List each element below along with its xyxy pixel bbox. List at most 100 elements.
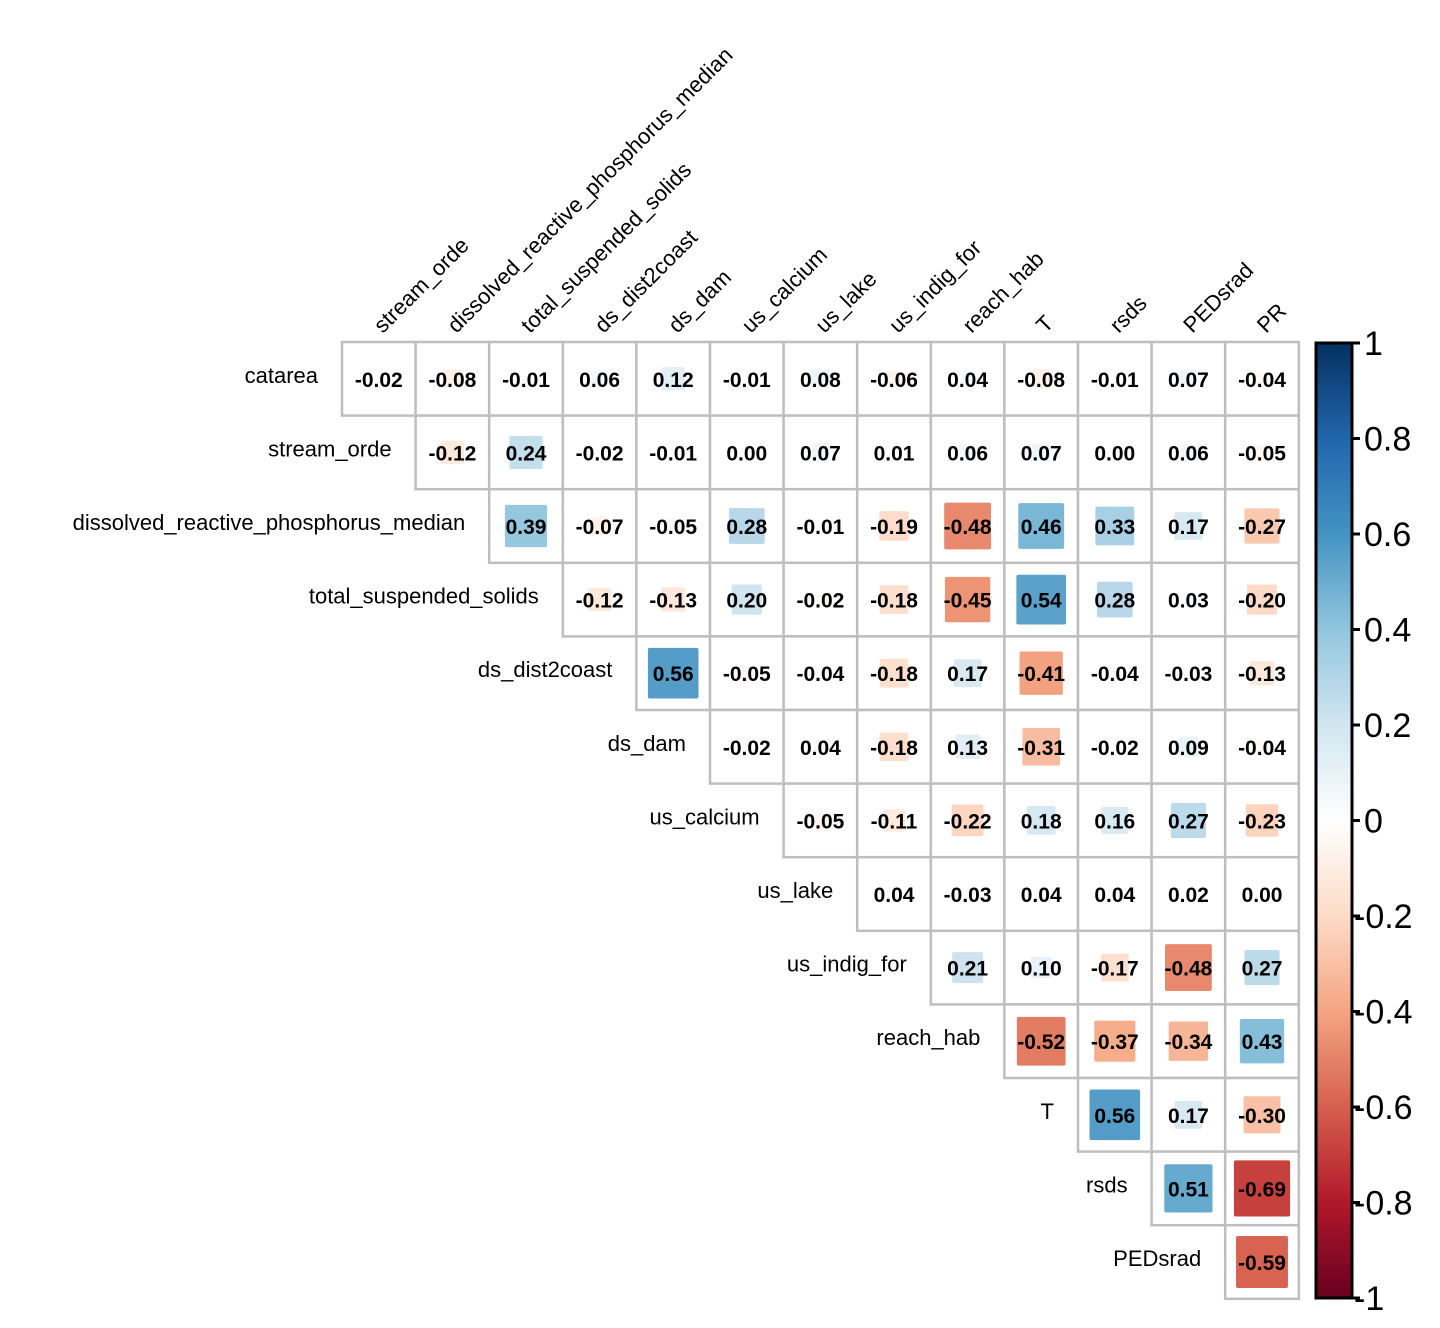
- matrix-cell: 0.06: [561, 340, 638, 417]
- colorbar-tick-label: 0: [1364, 803, 1383, 841]
- matrix-cell: -0.01: [708, 340, 785, 417]
- cell-value: 0.03: [1168, 590, 1209, 613]
- matrix-cell: -0.18: [855, 708, 933, 785]
- matrix-cell: -0.02: [708, 708, 785, 785]
- cell-value: 0.27: [1168, 810, 1209, 833]
- cell-square: [1096, 581, 1133, 618]
- row-label: stream_orde: [268, 436, 392, 461]
- matrix-cell: 0.20: [708, 561, 785, 638]
- cell-value: 0.00: [726, 442, 767, 465]
- cell-square: [1174, 512, 1203, 540]
- matrix-cell: -0.37: [1076, 1003, 1153, 1080]
- row-label: rsds: [1086, 1172, 1128, 1197]
- cell-square: [1095, 506, 1135, 546]
- cell-value: 0.16: [1094, 810, 1135, 833]
- cell-square: [951, 804, 984, 837]
- matrix-cell: -0.01: [1076, 340, 1153, 417]
- cell-square: [440, 440, 465, 465]
- cell-square: [1108, 887, 1122, 901]
- cell-square: [1168, 1021, 1209, 1061]
- colorbar-gradient: [1314, 341, 1354, 1300]
- cell-value: 0.00: [1094, 442, 1135, 465]
- matrix-cell: -0.27: [1223, 487, 1301, 565]
- cell-value: -0.30: [1238, 1105, 1286, 1128]
- cell-square: [1254, 444, 1270, 460]
- cell-square: [1026, 806, 1056, 835]
- matrix-cell: 0.18: [1003, 782, 1080, 859]
- cell-value: -0.13: [1238, 663, 1286, 686]
- matrix-cell: -0.02: [340, 340, 417, 417]
- cell-value: 0.04: [800, 737, 841, 760]
- cells-layer: -0.02 -0.08 -0.01 0.06 0.12 -0.01 0.08 -0.06 0.0…: [340, 340, 1301, 1301]
- matrix-cell: -0.03: [1150, 635, 1227, 712]
- cell-square: [594, 447, 605, 458]
- cell-value: -0.12: [428, 442, 476, 465]
- colorbar-tick-label: -0.2: [1354, 898, 1413, 936]
- matrix-cell: -0.05: [635, 487, 712, 565]
- cell-square: [1019, 651, 1063, 695]
- matrix-cell: -0.02: [782, 561, 859, 638]
- cell-square: [810, 369, 830, 389]
- matrix-cell: -0.48: [1150, 929, 1227, 1006]
- row-label: catarea: [245, 363, 319, 388]
- matrix-cell: 0.04: [855, 855, 933, 933]
- matrix-cell: -0.01: [635, 414, 712, 491]
- cell-value: 0.01: [874, 442, 915, 465]
- matrix-cell: 0.09: [1150, 708, 1227, 785]
- cell-square: [743, 375, 751, 383]
- cell-value: -0.04: [1091, 663, 1139, 686]
- cell-value: 0.17: [947, 663, 988, 686]
- cell-square: [1101, 806, 1129, 834]
- cell-square: [1164, 944, 1212, 992]
- cell-value: -0.07: [576, 516, 624, 539]
- cell-value: 0.20: [726, 590, 767, 613]
- matrix-cell: -0.52: [1003, 1003, 1080, 1080]
- cell-square: [879, 658, 909, 688]
- matrix-cell: 0.17: [929, 635, 1006, 712]
- cell-value: 0.06: [579, 369, 620, 392]
- cell-value: 0.28: [1094, 590, 1135, 613]
- matrix-cell: 0.56: [635, 635, 712, 712]
- cell-value: -0.05: [723, 663, 771, 686]
- cell-value: 0.33: [1094, 516, 1135, 539]
- row-label: us_calcium: [650, 804, 760, 829]
- matrix-cell: 0.04: [1003, 855, 1080, 933]
- cell-value: -0.22: [944, 810, 992, 833]
- cell-value: 0.07: [1168, 369, 1209, 392]
- cell-value: -0.69: [1238, 1178, 1286, 1201]
- cell-square: [1089, 1089, 1141, 1141]
- cell-square: [374, 374, 384, 384]
- matrix-cell: 0.02: [1150, 855, 1227, 933]
- matrix-cell: -0.04: [782, 635, 859, 712]
- matrix-cell: -0.05: [708, 635, 785, 712]
- row-labels: catarea stream_orde dissolved_reactive_pho…: [73, 363, 1202, 1271]
- matrix-cell: 0.04: [782, 708, 859, 785]
- cell-square: [887, 887, 901, 901]
- matrix-cell: 0.28: [708, 487, 785, 565]
- matrix-cell: 0.24: [487, 414, 565, 491]
- matrix-cell: -0.20: [1223, 561, 1301, 638]
- cell-value: -0.04: [796, 663, 844, 686]
- cell-border: [782, 414, 859, 491]
- cell-value: -0.48: [944, 516, 992, 539]
- cell-value: -0.23: [1238, 810, 1286, 833]
- matrix-cell: -0.01: [487, 340, 565, 417]
- cell-square: [522, 375, 530, 383]
- cell-square: [815, 594, 826, 605]
- cell-square: [882, 809, 906, 832]
- colorbar-tick-label: 0.2: [1364, 707, 1411, 745]
- matrix-cell: 0.33: [1076, 487, 1153, 565]
- cell-square: [1032, 443, 1051, 462]
- cell-square: [1111, 375, 1119, 383]
- cell-value: -0.02: [723, 737, 771, 760]
- matrix-cell: 0.07: [1150, 340, 1227, 417]
- matrix-cell: -0.07: [561, 487, 638, 565]
- cell-square: [1178, 736, 1199, 757]
- matrix-cell: 0.28: [1076, 561, 1153, 638]
- cell-square: [442, 369, 462, 389]
- cell-square: [1016, 1016, 1066, 1066]
- column-label: us_lake: [810, 266, 881, 337]
- column-label: PR: [1252, 298, 1291, 337]
- cell-square: [1183, 889, 1194, 899]
- cell-square: [813, 740, 828, 754]
